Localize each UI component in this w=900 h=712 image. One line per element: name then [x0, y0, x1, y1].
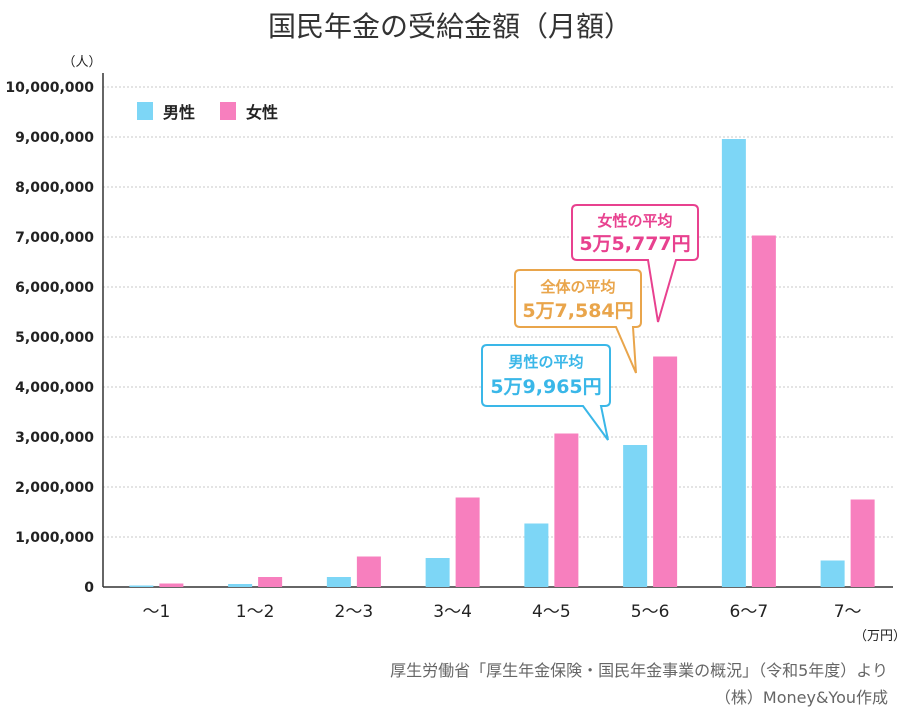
bar-female: [356, 556, 381, 587]
y-tick-label: 8,000,000: [15, 180, 94, 196]
x-tick-label: 6～7: [730, 602, 769, 622]
legend: 男性 女性: [137, 102, 278, 122]
legend-swatch-female: [220, 102, 236, 120]
bar-male: [228, 584, 253, 587]
y-axis-ticks: 0 1,000,000 2,000,000 3,000,000 4,000,000 5,0…: [5, 80, 94, 596]
bar-female: [159, 583, 184, 587]
legend-label-male: 男性: [163, 103, 195, 122]
callout-all-title: 全体の平均: [539, 278, 615, 296]
callout-male-bubble: [481, 344, 611, 441]
source-line-1: 厚生労働省「厚生年金保険・国民年金事業の概況」（令和5年度）より: [390, 661, 888, 680]
y-tick-label: 5,000,000: [15, 330, 94, 346]
x-tick-label: 5～6: [631, 602, 670, 622]
bars: [129, 139, 875, 587]
legend-label-female: 女性: [246, 103, 278, 122]
y-tick-label: 9,000,000: [15, 130, 94, 146]
y-tick-label: 10,000,000: [5, 80, 94, 96]
bar-female: [653, 356, 678, 587]
x-tick-label: ～1: [142, 602, 170, 622]
source-line-2: （株）Money&You作成: [715, 688, 888, 707]
callout-male-average: 男性の平均 5万9,965円: [481, 344, 611, 441]
x-tick-label: 1～2: [236, 602, 275, 622]
callout-female-average: 女性の平均 5万5,777円: [571, 204, 699, 323]
y-tick-label: 6,000,000: [15, 280, 94, 296]
y-axis-unit: （人）: [62, 55, 101, 70]
callout-all-bubble: [514, 269, 642, 374]
callout-female-bubble: [571, 204, 699, 323]
bar-female: [258, 577, 283, 587]
bar-female: [554, 433, 579, 587]
bar-male: [524, 523, 549, 587]
x-axis-ticks: ～1 1～2 2～3 3～4 4～5 5～6 6～7 7～: [142, 602, 861, 622]
bar-male: [721, 139, 746, 587]
y-tick-label: 0: [84, 580, 94, 596]
bar-male: [820, 560, 845, 587]
bar-male: [623, 445, 648, 587]
callout-female-title: 女性の平均: [597, 212, 672, 230]
x-tick-label: 4～5: [532, 602, 571, 622]
bar-female: [850, 499, 875, 587]
y-tick-label: 7,000,000: [15, 230, 94, 246]
x-tick-label: 7～: [834, 602, 862, 622]
bar-female: [751, 235, 776, 587]
y-tick-label: 3,000,000: [15, 430, 94, 446]
y-tick-label: 1,000,000: [15, 530, 94, 546]
x-tick-label: 2～3: [335, 602, 374, 622]
y-tick-label: 4,000,000: [15, 380, 94, 396]
callout-all-value: 5万7,584円: [522, 300, 633, 322]
bar-male: [425, 558, 450, 587]
bar-female: [455, 497, 480, 587]
x-axis-unit: （万円）: [854, 629, 900, 644]
callout-male-title: 男性の平均: [508, 353, 583, 371]
bar-male: [129, 585, 154, 587]
y-tick-label: 2,000,000: [15, 480, 94, 496]
x-tick-label: 3～4: [433, 602, 472, 622]
callout-male-value: 5万9,965円: [490, 376, 601, 398]
chart-title: 国民年金の受給金額（月額）: [268, 10, 632, 43]
callout-female-value: 5万5,777円: [579, 233, 690, 255]
callout-all-average: 全体の平均 5万7,584円: [514, 269, 642, 374]
bar-male: [326, 577, 351, 587]
legend-swatch-male: [137, 102, 153, 120]
